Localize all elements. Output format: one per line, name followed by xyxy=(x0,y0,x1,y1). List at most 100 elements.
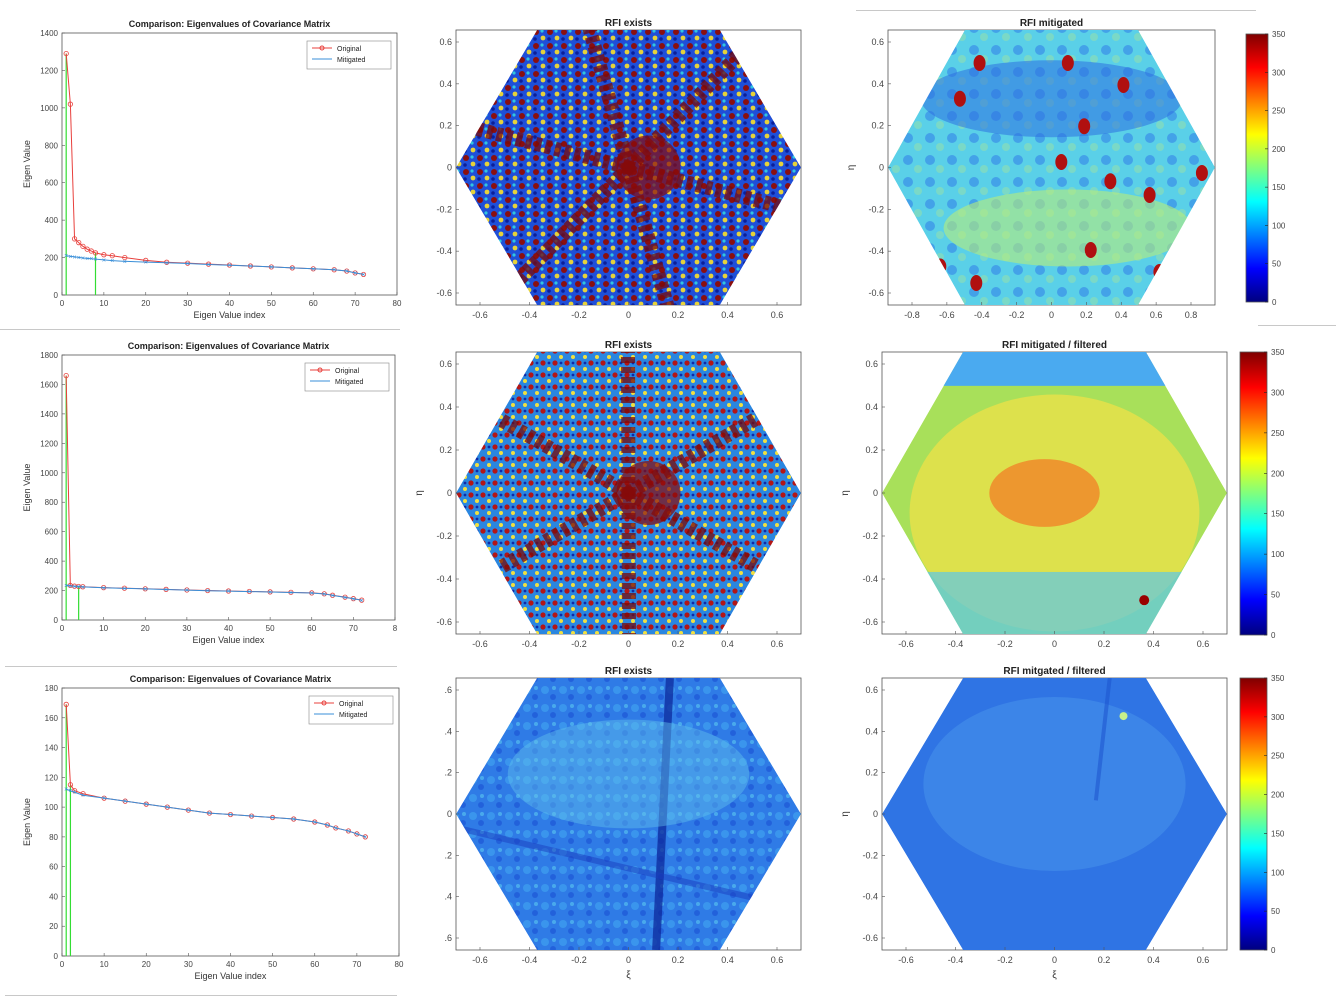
data-point: × xyxy=(102,585,106,592)
data-point xyxy=(333,825,339,831)
x-tick-label: 70 xyxy=(352,960,361,969)
y-tick-label: 1000 xyxy=(40,104,58,113)
y-tick-label: 0.6 xyxy=(865,685,878,695)
data-point: × xyxy=(227,263,231,270)
x-tick-label: -0.6 xyxy=(898,639,914,649)
rfi-streak xyxy=(620,352,636,494)
data-point: × xyxy=(289,590,293,597)
colorbar-tick-label: 100 xyxy=(1271,550,1285,559)
y-tick-label: -0.6 xyxy=(436,617,452,627)
y-tick-label: -0.6 xyxy=(436,288,452,298)
y-tick-label: 200 xyxy=(45,254,59,263)
x-tick-label: 0.2 xyxy=(1098,639,1111,649)
chart-title: Comparison: Eigenvalues of Covariance Ma… xyxy=(130,674,332,684)
x-tick-label: -0.4 xyxy=(522,955,538,965)
hex-content xyxy=(882,678,1227,950)
hot-spot xyxy=(1195,165,1208,181)
x-tick-label: 70 xyxy=(351,299,360,308)
y-tick-label: 0.4 xyxy=(871,79,884,89)
y-tick-label: 0 xyxy=(873,809,878,819)
data-point: × xyxy=(226,589,230,596)
frame-line xyxy=(0,329,400,330)
y-tick-label: 1200 xyxy=(40,439,58,448)
data-point: × xyxy=(73,254,77,261)
x-tick-label: 0.2 xyxy=(1080,310,1093,320)
y-tick-label: 0 xyxy=(873,488,878,498)
rfi-source xyxy=(616,135,681,200)
y-tick-label: 800 xyxy=(45,498,59,507)
y-tick-label: 40 xyxy=(49,892,58,901)
legend-label: Mitigated xyxy=(335,379,364,386)
x-tick-label: -0.6 xyxy=(898,955,914,965)
data-point xyxy=(101,252,107,258)
y-axis-label: η xyxy=(840,490,851,496)
y-tick-label: -0.4 xyxy=(868,246,884,256)
y-axis-label: η xyxy=(414,490,425,496)
y-tick-label: .2 xyxy=(444,768,452,778)
hot-spot xyxy=(1119,712,1128,721)
y-tick-label: 800 xyxy=(45,141,59,150)
data-point: × xyxy=(361,272,365,279)
x-tick-label: 0 xyxy=(60,960,65,969)
series-line xyxy=(66,255,364,275)
eigen-plot: Comparison: Eigenvalues of Covariance Ma… xyxy=(22,674,404,981)
hex-field xyxy=(456,678,801,950)
colorbar-tick-label: 0 xyxy=(1271,946,1276,955)
y-tick-label: -0.6 xyxy=(862,933,878,943)
data-point: × xyxy=(271,815,275,822)
x-tick-label: 30 xyxy=(182,624,191,633)
y-tick-label: 0.4 xyxy=(439,79,452,89)
data-point: × xyxy=(72,584,76,591)
y-tick-label: -0.6 xyxy=(862,617,878,627)
x-tick-label: 0.4 xyxy=(1147,955,1160,965)
x-tick-label: 20 xyxy=(141,299,150,308)
y-tick-label: 0.6 xyxy=(865,359,878,369)
data-point: × xyxy=(143,586,147,593)
x-tick-label: 0.6 xyxy=(771,955,784,965)
data-point: × xyxy=(144,802,148,809)
data-point: × xyxy=(144,260,148,267)
hot-region xyxy=(989,459,1100,527)
x-tick-label: -0.2 xyxy=(997,955,1013,965)
data-point: × xyxy=(186,261,190,268)
x-tick-label: -0.4 xyxy=(522,310,538,320)
x-tick-label: 50 xyxy=(268,960,277,969)
y-tick-label: 400 xyxy=(45,216,59,225)
brightness-map: RFI exists.6.4.20.2.4.6-0.6 -0.4 -0.2 0 0.2 0… xyxy=(444,666,802,981)
rfi-streak xyxy=(456,357,632,500)
frame-line xyxy=(856,10,1256,11)
data-point: × xyxy=(292,817,296,824)
data-point: × xyxy=(123,259,127,266)
legend-marker xyxy=(317,367,323,373)
x-tick-label: -0.2 xyxy=(997,639,1013,649)
rfi-streak xyxy=(456,162,634,305)
y-tick-label: -0.2 xyxy=(862,531,878,541)
x-tick-label: 0.2 xyxy=(672,955,685,965)
x-tick-label: -0.6 xyxy=(472,639,488,649)
data-point: × xyxy=(89,256,93,263)
data-point: × xyxy=(185,588,189,595)
x-tick-label: 10 xyxy=(100,960,109,969)
data-point: × xyxy=(68,788,72,795)
brightness-map: RFI mitgated / filtered -0.6 -0.4 -0.2 0 0.2 0… xyxy=(840,666,1228,981)
y-axis-label: Eigen Value xyxy=(22,464,32,512)
x-tick-label: -0.4 xyxy=(948,955,964,965)
y-tick-label: -0.2 xyxy=(868,204,884,214)
map-title: RFI exists xyxy=(605,340,653,351)
hot-spot xyxy=(1143,187,1156,203)
data-point: × xyxy=(331,593,335,600)
x-tick-label: 70 xyxy=(349,624,358,633)
x-tick-label: 0 xyxy=(60,299,65,308)
data-point: × xyxy=(334,825,338,832)
y-tick-label: 0 xyxy=(54,952,59,961)
x-tick-label: 0.2 xyxy=(672,310,685,320)
frame-line xyxy=(5,995,397,996)
data-point xyxy=(345,828,352,834)
colorbar-tick-label: 350 xyxy=(1271,674,1285,683)
x-axis-label: Eigen Value index xyxy=(194,310,266,320)
data-point: × xyxy=(206,588,210,595)
y-tick-label: 0 xyxy=(447,488,452,498)
x-tick-label: 30 xyxy=(183,299,192,308)
x-tick-label: 50 xyxy=(267,299,276,308)
colorbar-tick-label: 0 xyxy=(1271,631,1276,640)
